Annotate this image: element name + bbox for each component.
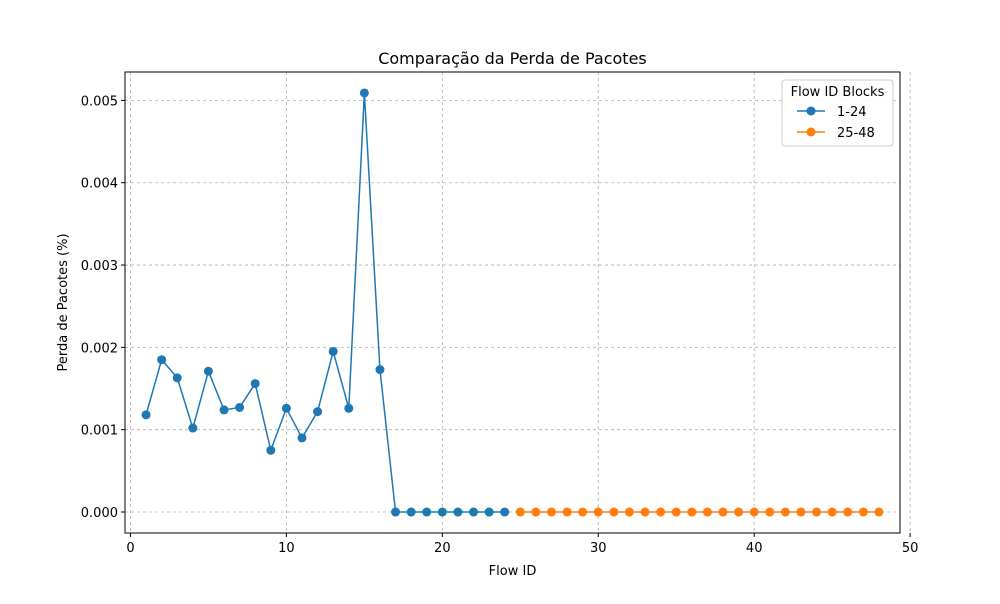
data-point — [203, 366, 213, 376]
data-point — [858, 507, 868, 517]
data-point — [344, 403, 354, 413]
series-layer — [141, 88, 884, 517]
x-tick-label: 0 — [126, 541, 134, 556]
axes: 0 10 20 30 40 50 0.000 0.001 0.002 0.003 0.004 0.00… — [81, 94, 919, 556]
x-tick-label: 20 — [434, 541, 451, 556]
data-point — [593, 507, 603, 517]
data-point — [235, 402, 245, 412]
data-point — [219, 405, 229, 415]
legend-marker-series-2 — [806, 127, 816, 137]
data-point — [671, 507, 681, 517]
data-point — [734, 507, 744, 517]
data-point — [157, 355, 167, 365]
data-point — [656, 507, 666, 517]
data-point — [515, 507, 525, 517]
y-tick-label: 0.004 — [81, 177, 118, 192]
series-1 — [141, 88, 510, 517]
data-point — [375, 365, 385, 375]
data-point — [796, 507, 806, 517]
data-point — [546, 507, 556, 517]
data-point — [702, 507, 712, 517]
y-tick-label: 0.003 — [81, 259, 118, 274]
data-point — [812, 507, 822, 517]
data-point — [188, 423, 198, 433]
data-point — [422, 507, 432, 517]
x-axis-label: Flow ID — [489, 564, 537, 579]
data-point — [313, 407, 323, 417]
x-tick-label: 30 — [590, 541, 607, 556]
data-point — [391, 507, 401, 517]
y-tick-label: 0.002 — [81, 341, 118, 356]
data-point — [874, 507, 884, 517]
data-point — [765, 507, 775, 517]
data-point — [749, 507, 759, 517]
data-point — [843, 507, 853, 517]
x-tick-label: 40 — [746, 541, 763, 556]
data-point — [406, 507, 416, 517]
data-point — [609, 507, 619, 517]
legend-title: Flow ID Blocks — [791, 85, 885, 100]
data-point — [640, 507, 650, 517]
data-point — [827, 507, 837, 517]
legend-label-series-2: 25-48 — [837, 126, 875, 141]
chart-title: Comparação da Perda de Pacotes — [378, 49, 647, 68]
data-point — [328, 346, 338, 356]
data-point — [437, 507, 447, 517]
series-2 — [515, 507, 884, 517]
y-tick-label: 0.000 — [81, 506, 118, 521]
data-point — [172, 373, 182, 383]
legend-marker-series-1 — [806, 106, 816, 116]
grid — [125, 72, 911, 533]
legend: Flow ID Blocks 1-24 25-48 — [781, 79, 894, 147]
plot-area-frame — [124, 71, 901, 534]
data-point — [250, 379, 260, 389]
data-point — [141, 410, 151, 420]
data-point — [297, 433, 307, 443]
data-point — [624, 507, 634, 517]
y-tick-label: 0.005 — [81, 94, 118, 109]
x-tick-label: 50 — [902, 541, 919, 556]
data-point — [266, 445, 276, 455]
data-point — [359, 88, 369, 98]
data-point — [453, 507, 463, 517]
data-point — [469, 507, 479, 517]
data-point — [718, 507, 728, 517]
legend-label-series-1: 1-24 — [837, 105, 867, 120]
data-point — [484, 507, 494, 517]
data-point — [562, 507, 572, 517]
y-tick-label: 0.001 — [81, 424, 118, 439]
data-point — [687, 507, 697, 517]
x-tick-label: 10 — [278, 541, 295, 556]
data-point — [531, 507, 541, 517]
data-point — [578, 507, 588, 517]
data-point — [500, 507, 510, 517]
data-point — [780, 507, 790, 517]
data-point — [281, 403, 291, 413]
y-axis-label: Perda de Pacotes (%) — [56, 233, 71, 371]
